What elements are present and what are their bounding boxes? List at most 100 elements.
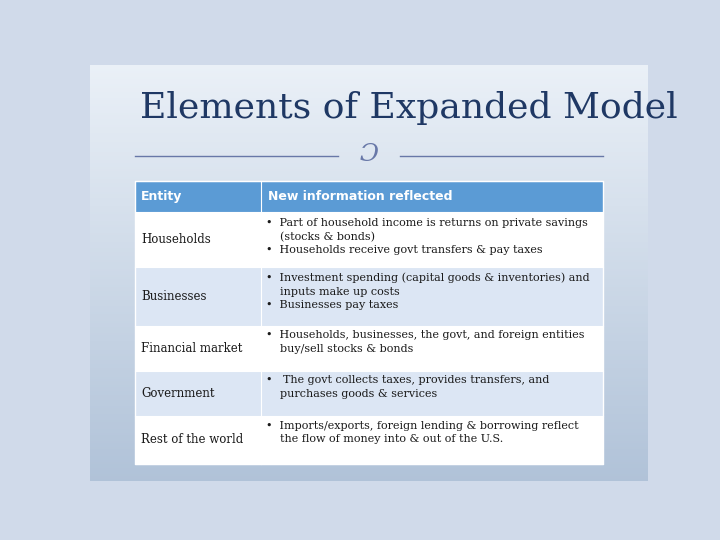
Text: Financial market: Financial market — [141, 342, 243, 355]
Bar — [90, 144, 648, 146]
Bar — [90, 273, 648, 275]
Bar — [90, 262, 648, 265]
Bar — [90, 356, 648, 358]
Bar — [90, 322, 648, 325]
Bar — [135, 212, 603, 267]
Bar — [90, 223, 648, 225]
Bar — [90, 325, 648, 327]
Bar — [90, 383, 648, 385]
Bar — [90, 238, 648, 239]
Bar — [90, 167, 648, 168]
Bar — [90, 397, 648, 400]
Bar — [90, 433, 648, 435]
Bar — [90, 160, 648, 163]
Bar — [90, 246, 648, 248]
Bar — [90, 256, 648, 258]
Bar — [90, 102, 648, 104]
Bar — [90, 239, 648, 241]
Bar — [90, 451, 648, 454]
Bar — [90, 92, 648, 94]
Bar — [90, 314, 648, 316]
Bar — [90, 136, 648, 138]
Bar — [90, 150, 648, 152]
Bar — [90, 104, 648, 106]
Bar — [90, 198, 648, 200]
Bar — [90, 185, 648, 187]
Text: Households: Households — [141, 233, 211, 246]
Bar — [90, 362, 648, 364]
Bar — [90, 96, 648, 98]
Bar — [90, 173, 648, 175]
Bar — [90, 474, 648, 476]
Bar — [90, 154, 648, 156]
Bar — [90, 67, 648, 69]
Bar — [135, 371, 603, 416]
Bar — [90, 183, 648, 185]
Bar — [90, 244, 648, 246]
Bar — [90, 449, 648, 451]
Bar — [90, 476, 648, 478]
Bar — [90, 375, 648, 377]
Text: •  Part of household income is returns on private savings
    (stocks & bonds)
•: • Part of household income is returns on… — [266, 218, 588, 255]
Bar — [90, 379, 648, 381]
Bar — [90, 268, 648, 271]
Bar — [90, 241, 648, 244]
Bar — [90, 258, 648, 260]
Bar — [90, 187, 648, 190]
Bar — [90, 141, 648, 144]
Bar — [90, 304, 648, 306]
Bar — [90, 148, 648, 150]
Bar — [90, 402, 648, 404]
Bar — [90, 138, 648, 140]
Bar — [90, 117, 648, 119]
Bar — [90, 404, 648, 406]
Bar — [90, 393, 648, 395]
Bar — [90, 435, 648, 437]
Bar — [90, 250, 648, 252]
Bar — [90, 109, 648, 111]
Bar — [90, 71, 648, 73]
Bar — [90, 289, 648, 292]
Bar — [90, 468, 648, 470]
Bar — [90, 416, 648, 418]
Bar — [90, 306, 648, 308]
Bar — [90, 360, 648, 362]
Bar — [135, 181, 603, 212]
Text: Businesses: Businesses — [141, 289, 207, 303]
Bar — [90, 156, 648, 158]
Bar — [90, 235, 648, 238]
Bar — [90, 333, 648, 335]
Bar — [90, 204, 648, 206]
Bar — [90, 308, 648, 310]
Bar — [90, 248, 648, 250]
Bar — [90, 175, 648, 177]
Bar — [90, 233, 648, 235]
Bar — [90, 210, 648, 212]
Bar — [90, 265, 648, 266]
Bar — [90, 408, 648, 410]
Bar — [90, 227, 648, 229]
Bar — [90, 366, 648, 368]
Bar — [90, 94, 648, 96]
Text: Rest of the world: Rest of the world — [141, 434, 243, 447]
Bar — [90, 123, 648, 125]
Text: •  Households, businesses, the govt, and foreign entities
    buy/sell stocks & : • Households, businesses, the govt, and … — [266, 330, 584, 354]
Bar — [90, 349, 648, 352]
Bar — [90, 400, 648, 402]
Bar — [90, 373, 648, 375]
Bar — [90, 439, 648, 441]
Bar — [90, 87, 648, 90]
Bar — [90, 377, 648, 379]
Bar — [90, 295, 648, 298]
Bar — [90, 427, 648, 429]
Text: New information reflected: New information reflected — [268, 190, 452, 203]
Bar — [90, 312, 648, 314]
Bar — [90, 177, 648, 179]
Bar — [90, 287, 648, 289]
Bar — [90, 418, 648, 420]
Bar — [90, 292, 648, 294]
Bar — [90, 225, 648, 227]
Bar — [90, 121, 648, 123]
Bar — [90, 196, 648, 198]
Bar — [90, 179, 648, 181]
